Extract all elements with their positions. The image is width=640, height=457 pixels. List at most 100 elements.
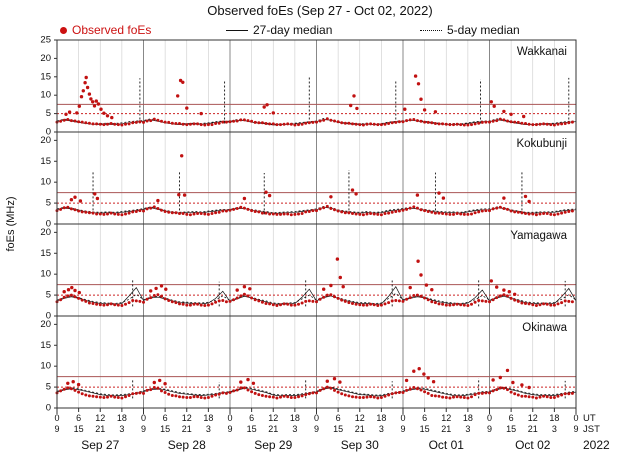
y-tick-label: 15 (40, 71, 51, 82)
observed-point (203, 123, 207, 127)
observed-point (170, 394, 174, 397)
observed-point (415, 193, 420, 197)
observed-point (80, 298, 84, 302)
observed-point (408, 285, 412, 290)
observed-point (164, 287, 168, 291)
observed-point (509, 209, 513, 213)
observed-point (217, 210, 221, 214)
ut-tick-label: 0 (141, 413, 146, 423)
observed-point (415, 387, 419, 391)
observed-point (459, 303, 463, 307)
observed-point (405, 207, 409, 211)
observed-point (340, 298, 344, 302)
observed-point (502, 386, 506, 390)
observed-point (282, 302, 286, 306)
observed-point (59, 119, 63, 123)
observed-point (214, 393, 218, 397)
observed-point (560, 122, 564, 126)
observed-point (253, 120, 257, 124)
observed-point (361, 123, 365, 127)
observed-point (293, 123, 297, 127)
observed-point (441, 196, 446, 200)
jst-tick-label: 21 (441, 424, 451, 434)
observed-point (102, 111, 106, 115)
jst-tick-label: 15 (506, 424, 516, 434)
observed-point (419, 208, 423, 212)
observed-point (430, 121, 434, 125)
observed-point (520, 301, 524, 305)
observed-point (473, 300, 477, 304)
observed-point (286, 395, 290, 399)
observed-point (473, 393, 477, 397)
observed-point (333, 208, 336, 212)
jst-tick-label: 9 (54, 424, 59, 434)
observed-point (271, 111, 275, 115)
observed-point (495, 206, 499, 210)
ut-tick-label: 6 (336, 413, 341, 423)
observed-point (297, 395, 300, 399)
observed-point (120, 396, 124, 400)
observed-point (75, 111, 79, 115)
observed-point (340, 392, 344, 396)
observed-point (423, 296, 427, 300)
observed-point (560, 211, 564, 215)
station-label: Okinawa (522, 322, 567, 334)
observed-point (560, 393, 564, 397)
observed-point (260, 121, 264, 125)
median5-line (56, 292, 577, 304)
observed-point (120, 304, 124, 307)
observed-point (149, 296, 153, 300)
observed-point (235, 388, 239, 392)
observed-point (80, 120, 84, 124)
observed-point (286, 302, 290, 306)
observed-point (495, 296, 499, 300)
observed-point (182, 193, 187, 197)
observed-point (542, 302, 546, 306)
ut-tick-label: 0 (227, 413, 232, 423)
y-tick-label: 25 (40, 35, 51, 46)
observed-point (300, 212, 304, 215)
observed-point (322, 118, 326, 122)
observed-point (156, 293, 160, 297)
observed-point (563, 299, 567, 303)
observed-point (59, 207, 63, 211)
observed-point (415, 293, 419, 297)
observed-point (91, 122, 95, 126)
observed-point (491, 298, 495, 302)
observed-point (188, 303, 192, 307)
observed-point (491, 389, 495, 393)
observed-point (67, 110, 72, 114)
observed-point (142, 209, 145, 213)
observed-point (355, 106, 359, 111)
observed-point (376, 212, 380, 216)
jst-tick-label: 3 (379, 424, 384, 434)
observed-point (424, 283, 429, 287)
jst-axis-label: JST (583, 424, 600, 435)
y-tick-label: 5 (46, 198, 51, 209)
observed-point (369, 302, 373, 306)
observed-point (470, 123, 473, 127)
observed-point (307, 121, 311, 125)
jst-tick-label: 9 (141, 424, 146, 434)
observed-point (131, 210, 135, 214)
ut-tick-label: 18 (376, 413, 386, 423)
observed-point (333, 295, 336, 299)
observed-point (397, 120, 401, 124)
observed-point (176, 94, 180, 98)
observed-point (77, 209, 81, 213)
ut-tick-label: 18 (203, 413, 213, 423)
observed-point (224, 300, 228, 304)
observed-point (80, 210, 84, 214)
observed-point (174, 211, 178, 215)
observed-point (91, 211, 95, 215)
observed-point (214, 122, 218, 125)
observed-point (113, 395, 117, 399)
observed-point (387, 211, 391, 215)
observed-point (109, 122, 113, 125)
observed-point (408, 387, 412, 391)
observed-point (253, 298, 257, 302)
observed-point (289, 122, 293, 126)
observed-point (134, 120, 138, 124)
observed-point (491, 119, 495, 123)
observed-point (289, 303, 293, 307)
